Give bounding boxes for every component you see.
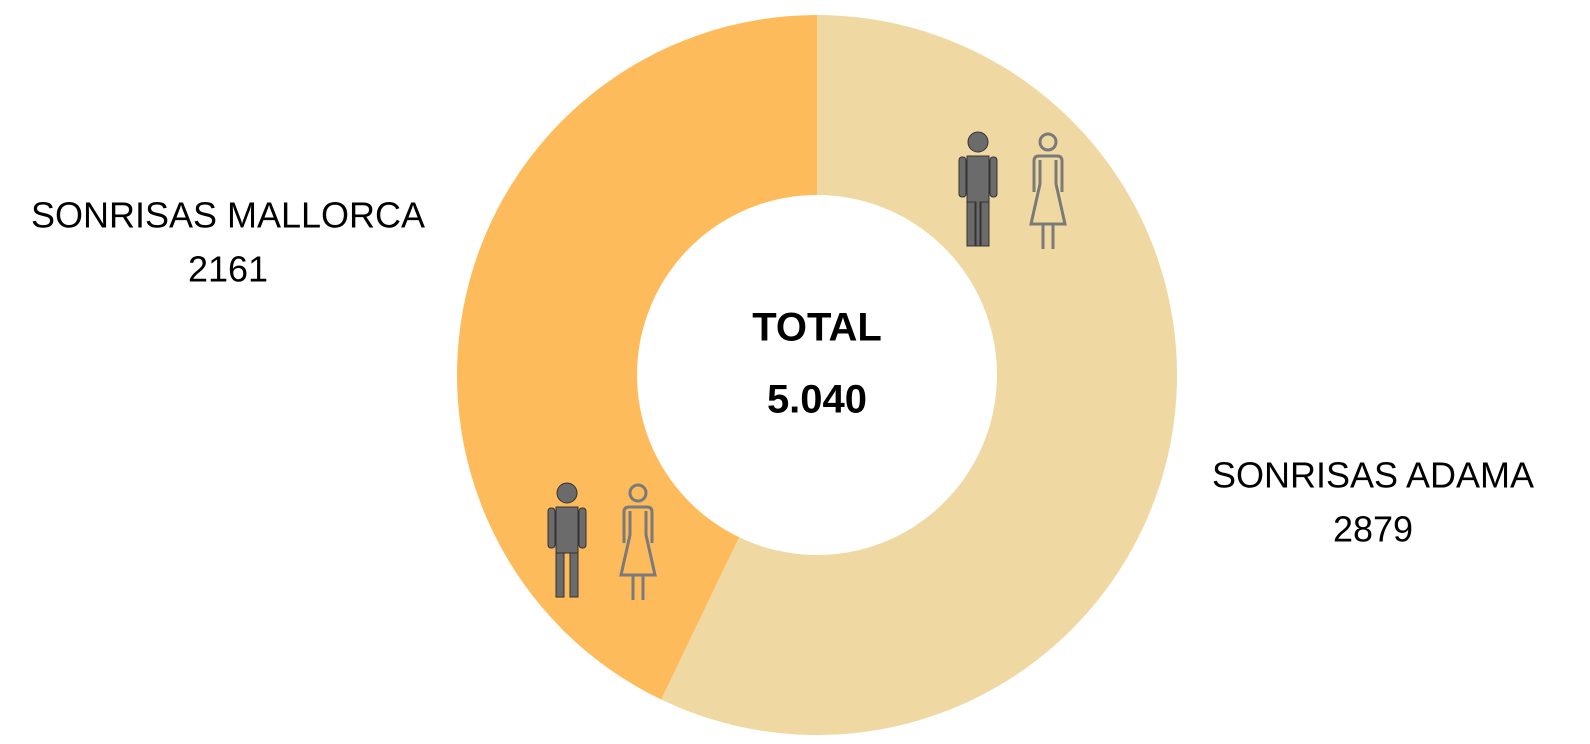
value-label: 2161 (188, 249, 268, 290)
man-icon (958, 131, 998, 247)
woman-icon (1029, 132, 1067, 249)
value-label: 2879 (1333, 509, 1413, 550)
slice (456, 15, 817, 700)
woman-icon (619, 483, 657, 600)
center-title: TOTAL (752, 306, 882, 350)
slice-label: SONRISAS ADAMA (1212, 455, 1534, 496)
man-icon (547, 482, 587, 598)
slice-label: SONRISAS MALLORCA (31, 195, 425, 236)
donut (456, 15, 1177, 735)
center-value: 5.040 (767, 378, 867, 422)
slice (661, 15, 1177, 735)
